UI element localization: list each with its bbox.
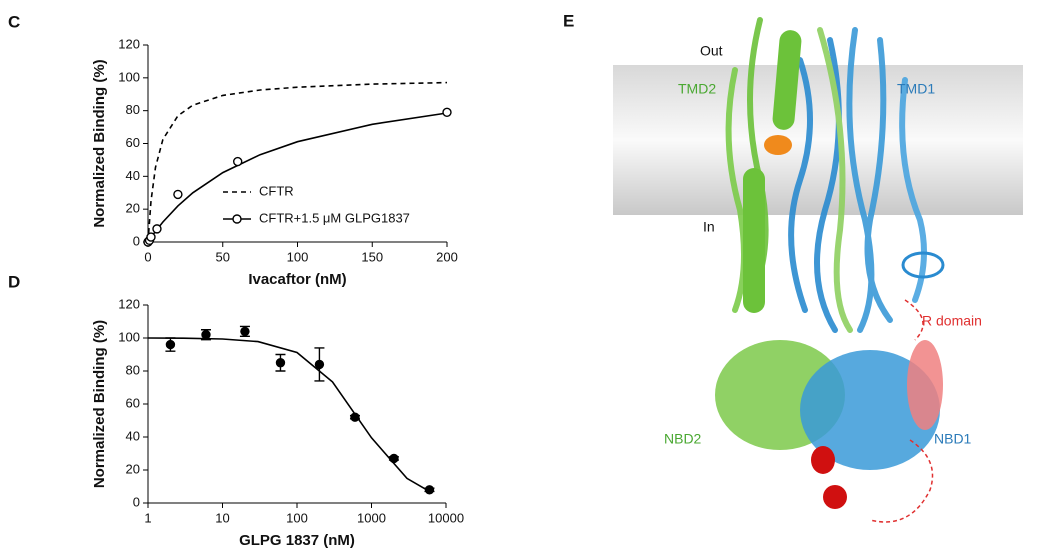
- data-point: [424, 485, 435, 495]
- data-point: [389, 453, 399, 464]
- panel-label: E: [563, 11, 574, 30]
- data-point: [173, 189, 183, 200]
- x-tick-label: 150: [361, 249, 383, 264]
- structure-illustration: E Out In TMD2 TMD1 R domain NBD2 NBD1: [563, 11, 1023, 523]
- legend-label: CFTR: [259, 183, 294, 198]
- data-point: [152, 224, 162, 234]
- panel-label: D: [8, 272, 20, 291]
- x-axis-title: Ivacaftor (nM): [248, 271, 346, 288]
- y-axis-title: Normalized Binding (%): [91, 320, 108, 488]
- data-point: [232, 156, 243, 167]
- x-tick-label: 1: [144, 510, 151, 525]
- membrane: [613, 65, 1023, 215]
- data-point: [146, 232, 156, 242]
- x-tick-label: 200: [436, 249, 458, 264]
- y-tick-label: 100: [118, 69, 140, 84]
- nbd1-shape: [800, 350, 940, 470]
- label-tmd2: TMD2: [678, 81, 716, 97]
- disordered-loop: [869, 299, 934, 523]
- fit-line: [147, 81, 448, 243]
- y-tick-label: 60: [126, 135, 140, 150]
- y-tick-label: 80: [126, 102, 140, 117]
- y-tick-label: 120: [118, 296, 140, 311]
- data-point: [442, 107, 452, 118]
- legend-marker: [232, 214, 242, 224]
- x-axis-title: GLPG 1837 (nM): [239, 532, 355, 549]
- data-point: [240, 326, 250, 337]
- y-tick-label: 20: [126, 461, 140, 476]
- helix-coil: [901, 251, 945, 279]
- y-tick-label: 0: [133, 233, 140, 248]
- data-point: [350, 412, 360, 422]
- label-nbd1: NBD1: [934, 431, 972, 447]
- x-tick-label: 100: [287, 249, 309, 264]
- x-tick-label: 100: [286, 510, 308, 525]
- y-tick-label: 100: [118, 329, 140, 344]
- label-r-domain: R domain: [922, 313, 982, 329]
- data-point: [165, 339, 176, 350]
- x-tick-label: 10: [215, 510, 229, 525]
- data-point: [314, 359, 325, 370]
- y-tick-label: 20: [126, 201, 140, 216]
- label-tmd1: TMD1: [897, 81, 935, 97]
- r-domain-shape: [907, 340, 943, 430]
- label-nbd2: NBD2: [664, 431, 702, 447]
- legend-label: CFTR+1.5 μM GLPG1837: [259, 210, 410, 225]
- fit-line: [147, 337, 430, 493]
- data-point: [275, 358, 286, 368]
- y-tick-label: 80: [126, 362, 140, 377]
- x-tick-label: 10000: [428, 510, 464, 525]
- x-tick-label: 50: [216, 249, 230, 264]
- ligand: [764, 135, 792, 155]
- cylinder: [743, 168, 765, 313]
- blob: [823, 485, 847, 509]
- y-axis-title: Normalized Binding (%): [91, 59, 108, 227]
- label-in: In: [703, 219, 715, 235]
- x-tick-label: 1000: [357, 510, 386, 525]
- label-out: Out: [700, 43, 723, 59]
- y-tick-label: 0: [133, 494, 140, 509]
- cylinder: [772, 30, 802, 130]
- x-tick-label: 0: [144, 249, 151, 264]
- y-tick-label: 40: [126, 428, 140, 443]
- data-point: [201, 330, 211, 340]
- panel-label: C: [8, 12, 20, 31]
- y-tick-label: 60: [126, 395, 140, 410]
- y-tick-label: 40: [126, 168, 140, 183]
- fit-line: [147, 112, 448, 243]
- blob: [811, 446, 835, 474]
- y-tick-label: 120: [118, 36, 140, 51]
